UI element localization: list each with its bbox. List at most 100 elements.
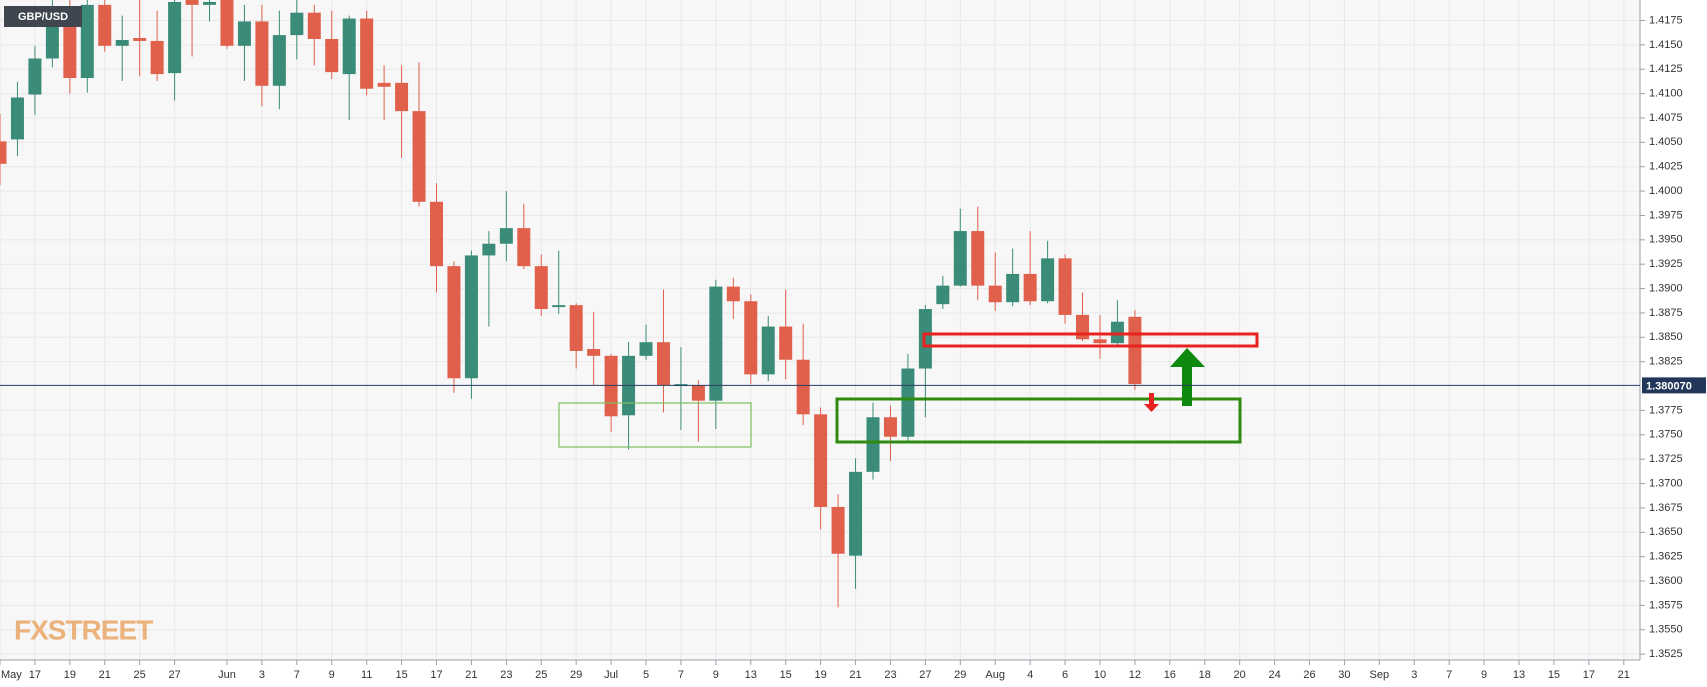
x-tick-label: 29 <box>570 669 582 681</box>
x-tick-label: 5 <box>643 669 649 681</box>
x-tick-label: 24 <box>1268 669 1280 681</box>
y-tick-label: 1.3925 <box>1649 258 1683 270</box>
candle-body <box>80 4 94 78</box>
resistance-zone-box <box>922 332 1259 348</box>
y-tick-label: 1.3675 <box>1649 502 1683 514</box>
x-tick-label: 19 <box>64 669 76 681</box>
plot-background <box>0 0 1640 660</box>
x-tick-label: 10 <box>1094 669 1106 681</box>
support-zone-box <box>558 402 752 448</box>
candle-body <box>0 141 7 164</box>
y-tick-label: 1.4175 <box>1649 14 1683 26</box>
candle-body <box>988 285 1002 303</box>
candle-body <box>953 231 967 286</box>
x-tick-label: 11 <box>361 669 372 681</box>
y-tick-label: 1.4075 <box>1649 112 1683 124</box>
candle-body <box>587 349 601 356</box>
candle-body <box>272 35 286 86</box>
x-tick-label: Aug <box>985 669 1005 681</box>
candle-body <box>831 506 845 554</box>
candle-body <box>342 18 356 75</box>
candle-body <box>569 305 583 351</box>
y-tick-label: 1.4025 <box>1649 161 1683 173</box>
y-tick-label: 1.3900 <box>1649 282 1683 294</box>
candle-body <box>10 97 24 140</box>
candle-body <box>98 4 112 46</box>
x-tick-label: 15 <box>395 669 407 681</box>
candle-body <box>901 368 915 437</box>
x-tick-label: 27 <box>168 669 180 681</box>
x-tick-label: 13 <box>1513 669 1525 681</box>
x-tick-label: 3 <box>259 669 265 681</box>
x-tick-label: 21 <box>1618 669 1630 681</box>
x-tick-label: 17 <box>1583 669 1595 681</box>
candle-body <box>1023 273 1037 302</box>
candle-body <box>1058 258 1072 315</box>
candle-body <box>709 286 723 401</box>
x-tick-label: 13 <box>745 669 757 681</box>
x-tick-label: 25 <box>134 669 146 681</box>
logo: FXSTREET <box>14 614 153 645</box>
y-tick-label: 1.3950 <box>1649 234 1683 246</box>
y-tick-label: 1.3775 <box>1649 404 1683 416</box>
candle-body <box>744 301 758 375</box>
candle-body <box>552 305 566 308</box>
x-tick-label: 15 <box>780 669 792 681</box>
x-tick-label: 9 <box>329 669 335 681</box>
candle-body <box>464 255 478 379</box>
y-tick-label: 1.3625 <box>1649 551 1683 563</box>
candle-body <box>534 266 548 310</box>
down-arrow <box>1144 393 1159 412</box>
x-tick-label: 7 <box>1446 669 1452 681</box>
y-tick-label: 1.3700 <box>1649 477 1683 489</box>
x-tick-label: Jul <box>604 669 618 681</box>
x-tick-label: 3 <box>1411 669 1417 681</box>
x-tick-label: 21 <box>465 669 477 681</box>
x-tick-label: 4 <box>1027 669 1033 681</box>
support-zone-box <box>835 397 1242 444</box>
candle-body <box>447 266 461 379</box>
candle-body <box>395 82 409 112</box>
candle-body <box>726 286 740 302</box>
candle-body <box>814 414 828 507</box>
candle-body <box>1041 258 1055 302</box>
candle-body <box>325 38 339 73</box>
x-tick-label: 21 <box>849 669 861 681</box>
candle-body <box>1093 339 1107 344</box>
candle-body <box>430 201 443 267</box>
y-tick-label: 1.3525 <box>1649 648 1683 660</box>
y-tick-label: 1.3575 <box>1649 599 1683 611</box>
last-price-badge <box>1642 377 1706 394</box>
candle-body <box>499 228 513 244</box>
y-tick-label: 1.3875 <box>1649 307 1683 319</box>
candle-body <box>936 285 950 305</box>
candle-body <box>115 39 129 46</box>
x-tick-label: 21 <box>99 669 111 681</box>
x-tick-label: 25 <box>535 669 547 681</box>
candle-body <box>255 21 269 86</box>
x-tick-label: 9 <box>713 669 719 681</box>
x-tick-label: 12 <box>1129 669 1141 681</box>
candles <box>0 0 1142 608</box>
candle-body <box>883 417 897 437</box>
candle-body <box>360 18 374 89</box>
candle-body <box>28 58 42 95</box>
x-tick-label: 23 <box>884 669 896 681</box>
x-tick-label: 7 <box>294 669 300 681</box>
x-tick-label: 30 <box>1338 669 1350 681</box>
y-tick-label: 1.3650 <box>1649 526 1683 538</box>
candle-body <box>604 355 618 417</box>
candle-body <box>761 326 775 375</box>
x-tick-label: May <box>1 669 22 681</box>
x-tick-label: 16 <box>1164 669 1176 681</box>
x-tick-label: 15 <box>1548 669 1560 681</box>
y-tick-label: 1.4000 <box>1649 185 1683 197</box>
x-tick-label: 27 <box>919 669 931 681</box>
candle-body <box>971 231 985 286</box>
x-tick-label: 19 <box>814 669 826 681</box>
candle-body <box>307 12 321 39</box>
annotations <box>558 332 1259 448</box>
y-tick-label: 1.3975 <box>1649 209 1683 221</box>
y-tick-label: 1.3550 <box>1649 624 1683 636</box>
